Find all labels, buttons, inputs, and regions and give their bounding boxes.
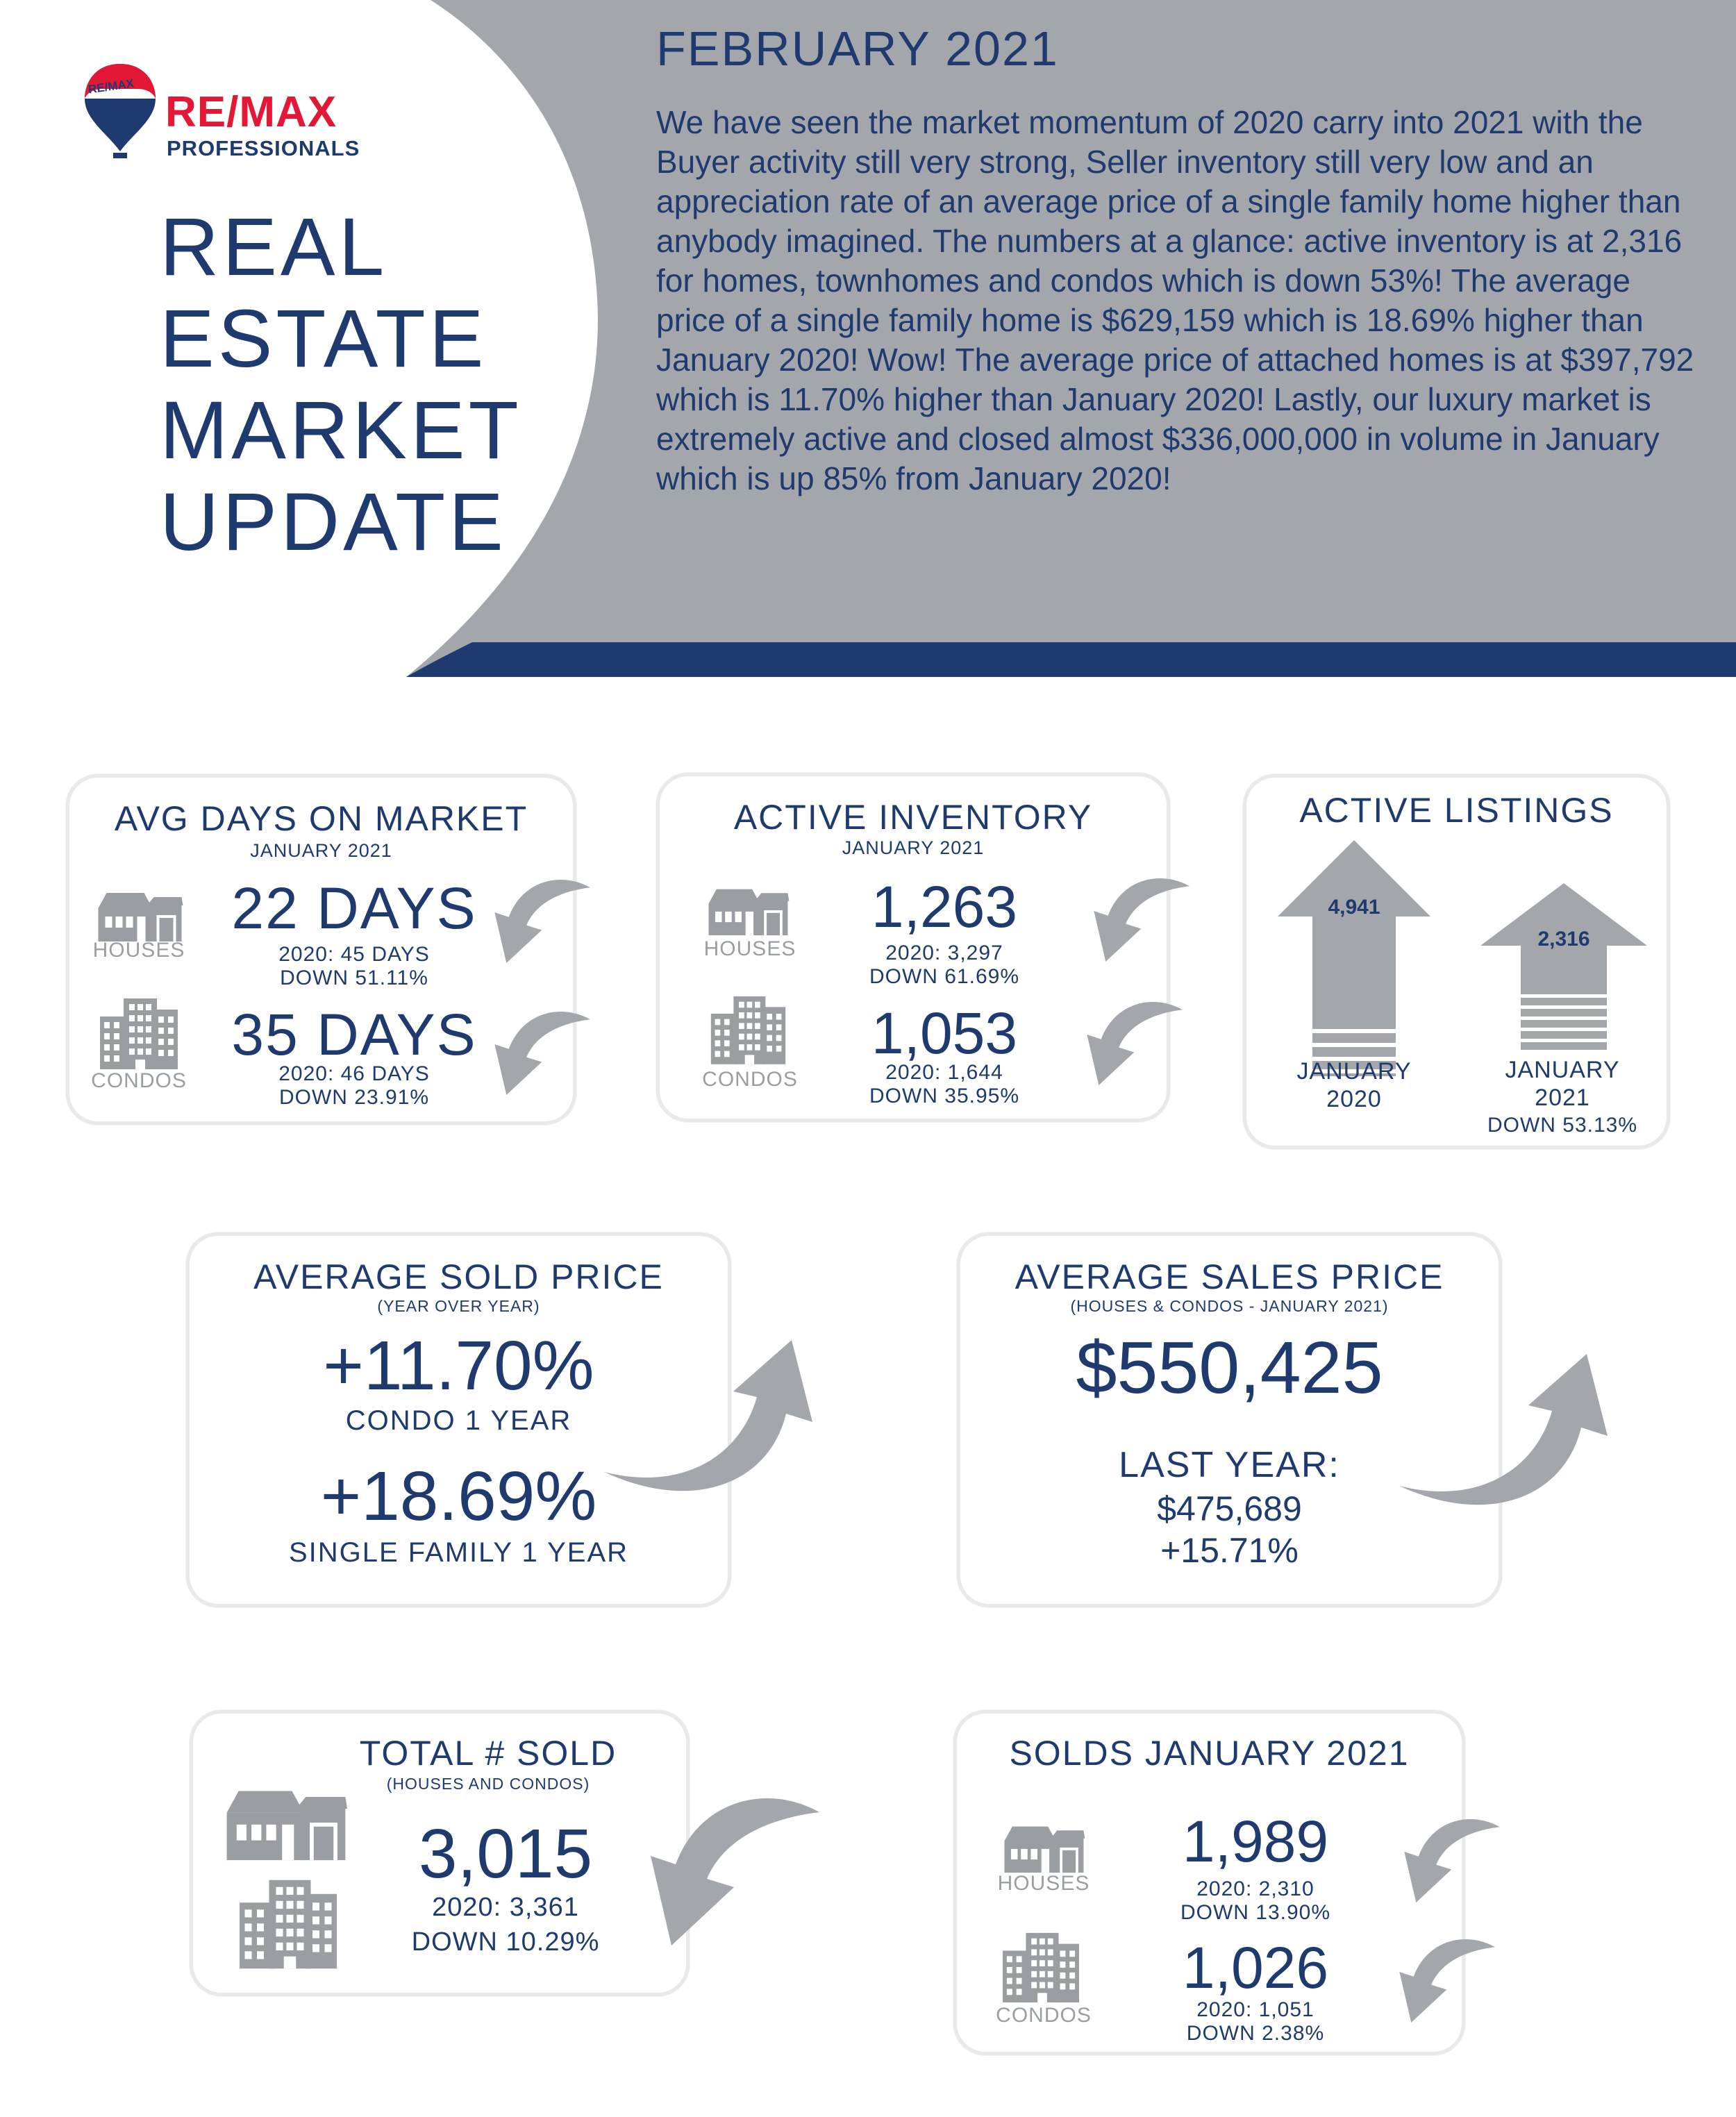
condos-previous: 2020: 1,644 [885, 1061, 1003, 1084]
condos-label: CONDOS [996, 2004, 1092, 2027]
total-sold-value: 3,015 [418, 1815, 593, 1893]
page-title: REAL ESTATE MARKET UPDATE [160, 201, 549, 568]
intro-paragraph: We have seen the market momentum of 2020… [656, 104, 1694, 496]
average-sold-price-card: AVERAGE SOLD PRICE (YEAR OVER YEAR) +11.… [186, 1232, 731, 1607]
down-arrow-icon [1065, 997, 1183, 1087]
condos-previous: 2020: 1,051 [1196, 1998, 1314, 2021]
condos-change: DOWN 35.95% [869, 1085, 1020, 1107]
houses-previous: 2020: 2,310 [1196, 1877, 1314, 1900]
down-arrow-icon [611, 1791, 819, 1948]
card-subtitle: (HOUSES AND CONDOS) [386, 1775, 590, 1793]
house-icon [704, 884, 791, 937]
single-family-change-label: SINGLE FAMILY 1 YEAR [288, 1537, 629, 1568]
listings-2020-value: 4,941 [1328, 896, 1380, 919]
house-icon [221, 1783, 349, 1862]
condos-previous: 2020: 46 DAYS [278, 1062, 430, 1085]
card-title: AVERAGE SALES PRICE [1015, 1257, 1444, 1296]
title-line-3: MARKET [160, 385, 522, 476]
condo-icon [708, 991, 788, 1066]
houses-change: DOWN 13.90% [1180, 1901, 1331, 1924]
solds-january-card: SOLDS JANUARY 2021 HOUSES 1,989 2020: 2,… [953, 1710, 1465, 2055]
up-arrow-icon [604, 1340, 812, 1500]
houses-change: DOWN 51.11% [280, 967, 428, 989]
house-icon [92, 887, 186, 943]
listings-2021-value: 2,316 [1537, 928, 1590, 951]
total-sold-card: TOTAL # SOLD (HOUSES AND CONDOS) 3,015 2… [190, 1710, 690, 1996]
active-inventory-card: ACTIVE INVENTORY JANUARY 2021 HOUSES 1,2… [656, 773, 1170, 1122]
down-arrow-icon [1377, 1934, 1495, 2025]
listings-2020-label-1: JANUARY [1296, 1058, 1412, 1085]
condo-change-label: CONDO 1 YEAR [345, 1405, 572, 1436]
houses-inventory-value: 1,263 [871, 874, 1018, 939]
condo-icon [236, 1875, 340, 1970]
houses-label: HOUSES [997, 1872, 1090, 1895]
listings-2020-label-2: 2020 [1326, 1086, 1382, 1112]
logo-brand: RE/MAX [165, 88, 337, 136]
houses-change: DOWN 61.69% [869, 965, 1020, 988]
condos-change: DOWN 2.38% [1186, 2022, 1325, 2045]
card-subtitle: (YEAR OVER YEAR) [377, 1297, 540, 1315]
listings-2021-label-2: 2021 [1535, 1085, 1590, 1111]
title-line-2: ESTATE [160, 293, 487, 385]
condo-icon [97, 994, 181, 1071]
listings-change: DOWN 53.13% [1487, 1114, 1638, 1137]
average-sales-price-card: AVERAGE SALES PRICE (HOUSES & CONDOS - J… [957, 1232, 1502, 1607]
header-background [0, 0, 1736, 680]
card-subtitle: (HOUSES & CONDOS - JANUARY 2021) [1070, 1297, 1389, 1315]
card-title: SOLDS JANUARY 2021 [1009, 1734, 1410, 1773]
up-arrow-icon [1399, 1354, 1608, 1514]
house-icon [1000, 1821, 1087, 1874]
report-date: FEBRUARY 2021 [656, 22, 1059, 76]
down-arrow-icon [472, 1007, 590, 1097]
houses-label: HOUSES [92, 939, 185, 962]
down-arrow-icon [1382, 1814, 1500, 1905]
active-listings-card: ACTIVE LISTINGS 4,941 JANUARY 2020 2,316… [1243, 774, 1670, 1149]
listings-bar-2021 [1480, 883, 1647, 1050]
condos-sold-value: 1,026 [1182, 1935, 1329, 2000]
total-sold-change: DOWN 10.29% [411, 1927, 600, 1957]
last-year-label: LAST YEAR: [1119, 1445, 1340, 1485]
down-arrow-icon [1071, 873, 1190, 964]
last-year-value: $475,689 [1157, 1489, 1302, 1528]
houses-sold-value: 1,989 [1182, 1809, 1329, 1874]
card-title: TOTAL # SOLD [359, 1734, 617, 1773]
condo-change-value: +11.70% [323, 1327, 594, 1405]
houses-previous: 2020: 45 DAYS [278, 943, 430, 966]
year-change-value: +15.71% [1160, 1531, 1299, 1570]
listings-2021-label-1: JANUARY [1505, 1057, 1620, 1083]
total-sold-previous: 2020: 3,361 [432, 1893, 579, 1922]
condos-inventory-value: 1,053 [871, 1001, 1018, 1066]
logo-subtitle: PROFESSIONALS [167, 136, 360, 160]
card-title: ACTIVE LISTINGS [1299, 791, 1614, 830]
condos-days-value: 35 DAYS [231, 1002, 477, 1067]
title-line-4: UPDATE [160, 476, 507, 568]
single-family-change-value: +18.69% [320, 1457, 597, 1535]
down-arrow-icon [472, 875, 590, 965]
condos-label: CONDOS [702, 1068, 798, 1091]
houses-days-value: 22 DAYS [231, 876, 477, 941]
card-subtitle: JANUARY 2021 [842, 837, 985, 858]
card-subtitle: JANUARY 2021 [250, 840, 392, 861]
avg-days-card: AVG DAYS ON MARKET JANUARY 2021 HOUSES 2… [66, 774, 576, 1125]
condos-label: CONDOS [91, 1069, 187, 1092]
houses-label: HOUSES [703, 937, 796, 960]
condo-icon [1000, 1929, 1082, 2004]
card-title: AVG DAYS ON MARKET [114, 799, 528, 838]
average-sales-price-value: $550,425 [1076, 1327, 1383, 1409]
brand-logo: RE/MAX RE/MAX PROFESSIONALS [82, 61, 374, 165]
houses-previous: 2020: 3,297 [885, 942, 1003, 964]
title-line-1: REAL [160, 201, 388, 293]
card-title: AVERAGE SOLD PRICE [253, 1257, 664, 1296]
condos-change: DOWN 23.91% [278, 1086, 430, 1109]
header-band [0, 0, 1736, 680]
card-title: ACTIVE INVENTORY [733, 798, 1093, 837]
listings-bar-2020 [1278, 840, 1430, 1076]
balloon-icon [85, 64, 156, 158]
